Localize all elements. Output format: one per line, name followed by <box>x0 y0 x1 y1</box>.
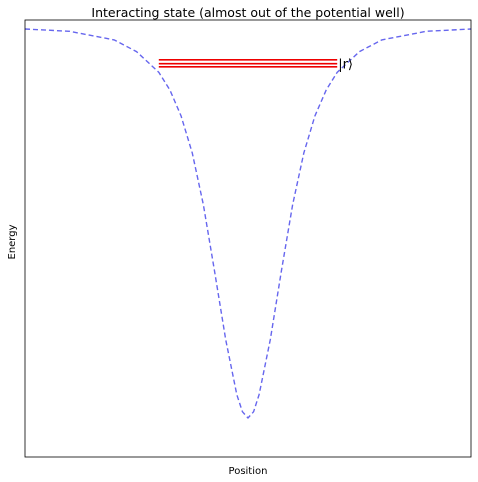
chart-title: Interacting state (almost out of the pot… <box>91 5 404 20</box>
x-axis-label: Position <box>229 466 268 477</box>
y-axis-label: Energy <box>7 224 18 259</box>
energy-levels-layer <box>158 58 338 68</box>
axes-frame <box>24 19 472 458</box>
potential-curve-layer <box>24 28 472 420</box>
potential-curve-line-0 <box>24 28 472 420</box>
plot-area: |r⟩ <box>24 28 472 420</box>
state-annotation: |r⟩ <box>338 58 353 73</box>
